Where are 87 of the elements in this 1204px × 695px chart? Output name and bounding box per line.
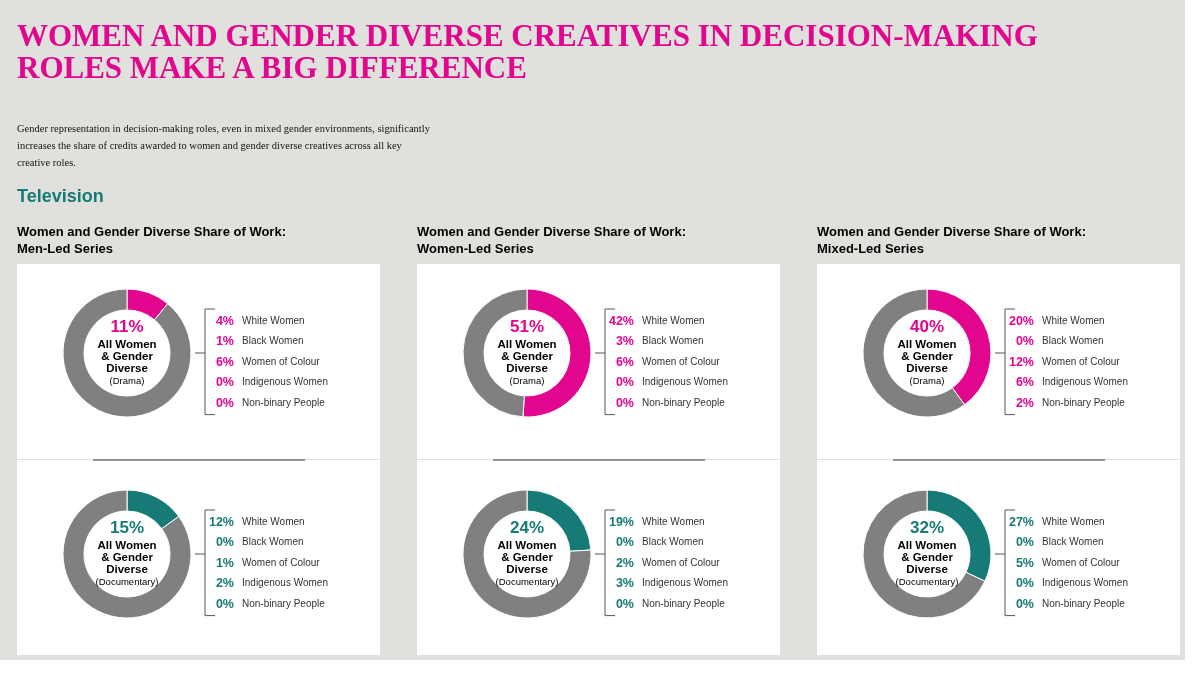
donut-slice [62,288,192,418]
slice-label: All Women & Gender Diverse [97,338,157,374]
text: 3% [615,576,634,591]
data-label: 24% [509,518,545,537]
slice-label: All Women & Gender Diverse [897,338,957,374]
text: 5% [1015,555,1034,570]
text: 2% [215,576,234,591]
text: Women of Colour [1042,556,1121,568]
text: 0% [615,535,634,550]
text: Women of Colour [242,355,321,367]
text: 4% [215,314,234,328]
text: 12% [208,515,234,529]
chart-title: Women and Gender Diverse Share of Work: Women-Led Series [417,224,686,256]
text: Women of Colour [642,355,721,367]
data-label: 11% [110,317,144,336]
text: 12% [1008,354,1034,369]
text: White Women [242,315,305,326]
text: 0% [215,596,234,611]
text: White Women [642,315,705,326]
text: Indigenous Women [242,577,328,589]
data-label: 15% [109,518,145,537]
slice-label: All Women & Gender Diverse [97,539,157,575]
text: Indigenous Women [1042,577,1128,589]
text: Gender representation in decision-making roles, even in mixed gender environments, significantly increases the share of credits awarded to women and gender diverse creatives across all key creative roles. [17,123,431,168]
text: White Women [1042,315,1105,326]
text: 6% [1015,375,1034,390]
text: 0% [215,375,234,390]
text: Non-binary People [1042,396,1126,408]
text: Black Women [242,536,304,548]
chart-title: Women and Gender Diverse Share of Work: Mixed-Led Series [817,224,1086,256]
text: (Drama) [109,375,145,386]
donut-slice [462,489,592,619]
text: WOMEN AND GENDER DIVERSE CREATIVES IN DECISION-MAKING ROLES MAKE A BIG DIFFERENCE [17,18,1038,85]
text: 2% [1015,395,1034,410]
text: 1% [215,334,234,349]
chart-title: Women and Gender Diverse Share of Work: Men-Led Series [17,224,286,256]
text: 19% [608,515,634,529]
text: Television [17,186,104,206]
text: Non-binary People [1042,597,1126,609]
text: Women of Colour [642,556,721,568]
text: Black Women [1042,536,1104,548]
slice-label: All Women & Gender Diverse [497,539,557,575]
text: 6% [215,354,234,369]
text: Indigenous Women [642,376,728,388]
text: (Documentary) [95,576,159,587]
text: 0% [1015,596,1034,611]
text: 3% [615,334,634,349]
slice-label: All Women & Gender Diverse [897,539,957,575]
text: 27% [1008,515,1034,529]
text: 0% [1015,334,1034,349]
text: Black Women [642,536,704,548]
text: 0% [615,395,634,410]
text: 42% [608,314,634,328]
text: Non-binary People [642,597,726,609]
text: Non-binary People [642,396,726,408]
text: Non-binary People [242,597,326,609]
text: 1% [215,555,234,570]
text: 0% [215,535,234,550]
text: 2% [615,555,634,570]
text: 0% [215,395,234,410]
text: (Documentary) [495,576,559,587]
text: Black Women [242,335,304,347]
text: (Drama) [509,375,545,386]
text: (Documentary) [895,576,959,587]
text: Women of Colour [1042,355,1121,367]
text: Indigenous Women [642,577,728,589]
text: 6% [615,354,634,369]
text: White Women [1042,516,1105,527]
text: Women of Colour [242,556,321,568]
text: 20% [1008,314,1034,328]
text: White Women [242,516,305,527]
text: Indigenous Women [242,376,328,388]
slice-label: All Women & Gender Diverse [497,338,557,374]
text: Indigenous Women [1042,376,1128,388]
text: Black Women [642,335,704,347]
text: 0% [615,375,634,390]
text: 0% [1015,535,1034,550]
data-label: 51% [509,317,545,336]
donut-slice [62,489,192,619]
data-label: 40% [909,317,945,336]
text: (Drama) [909,375,945,386]
text: 0% [1015,576,1034,591]
text: 0% [615,596,634,611]
text: White Women [642,516,705,527]
text: Non-binary People [242,396,326,408]
data-label: 32% [909,518,945,537]
text: Black Women [1042,335,1104,347]
